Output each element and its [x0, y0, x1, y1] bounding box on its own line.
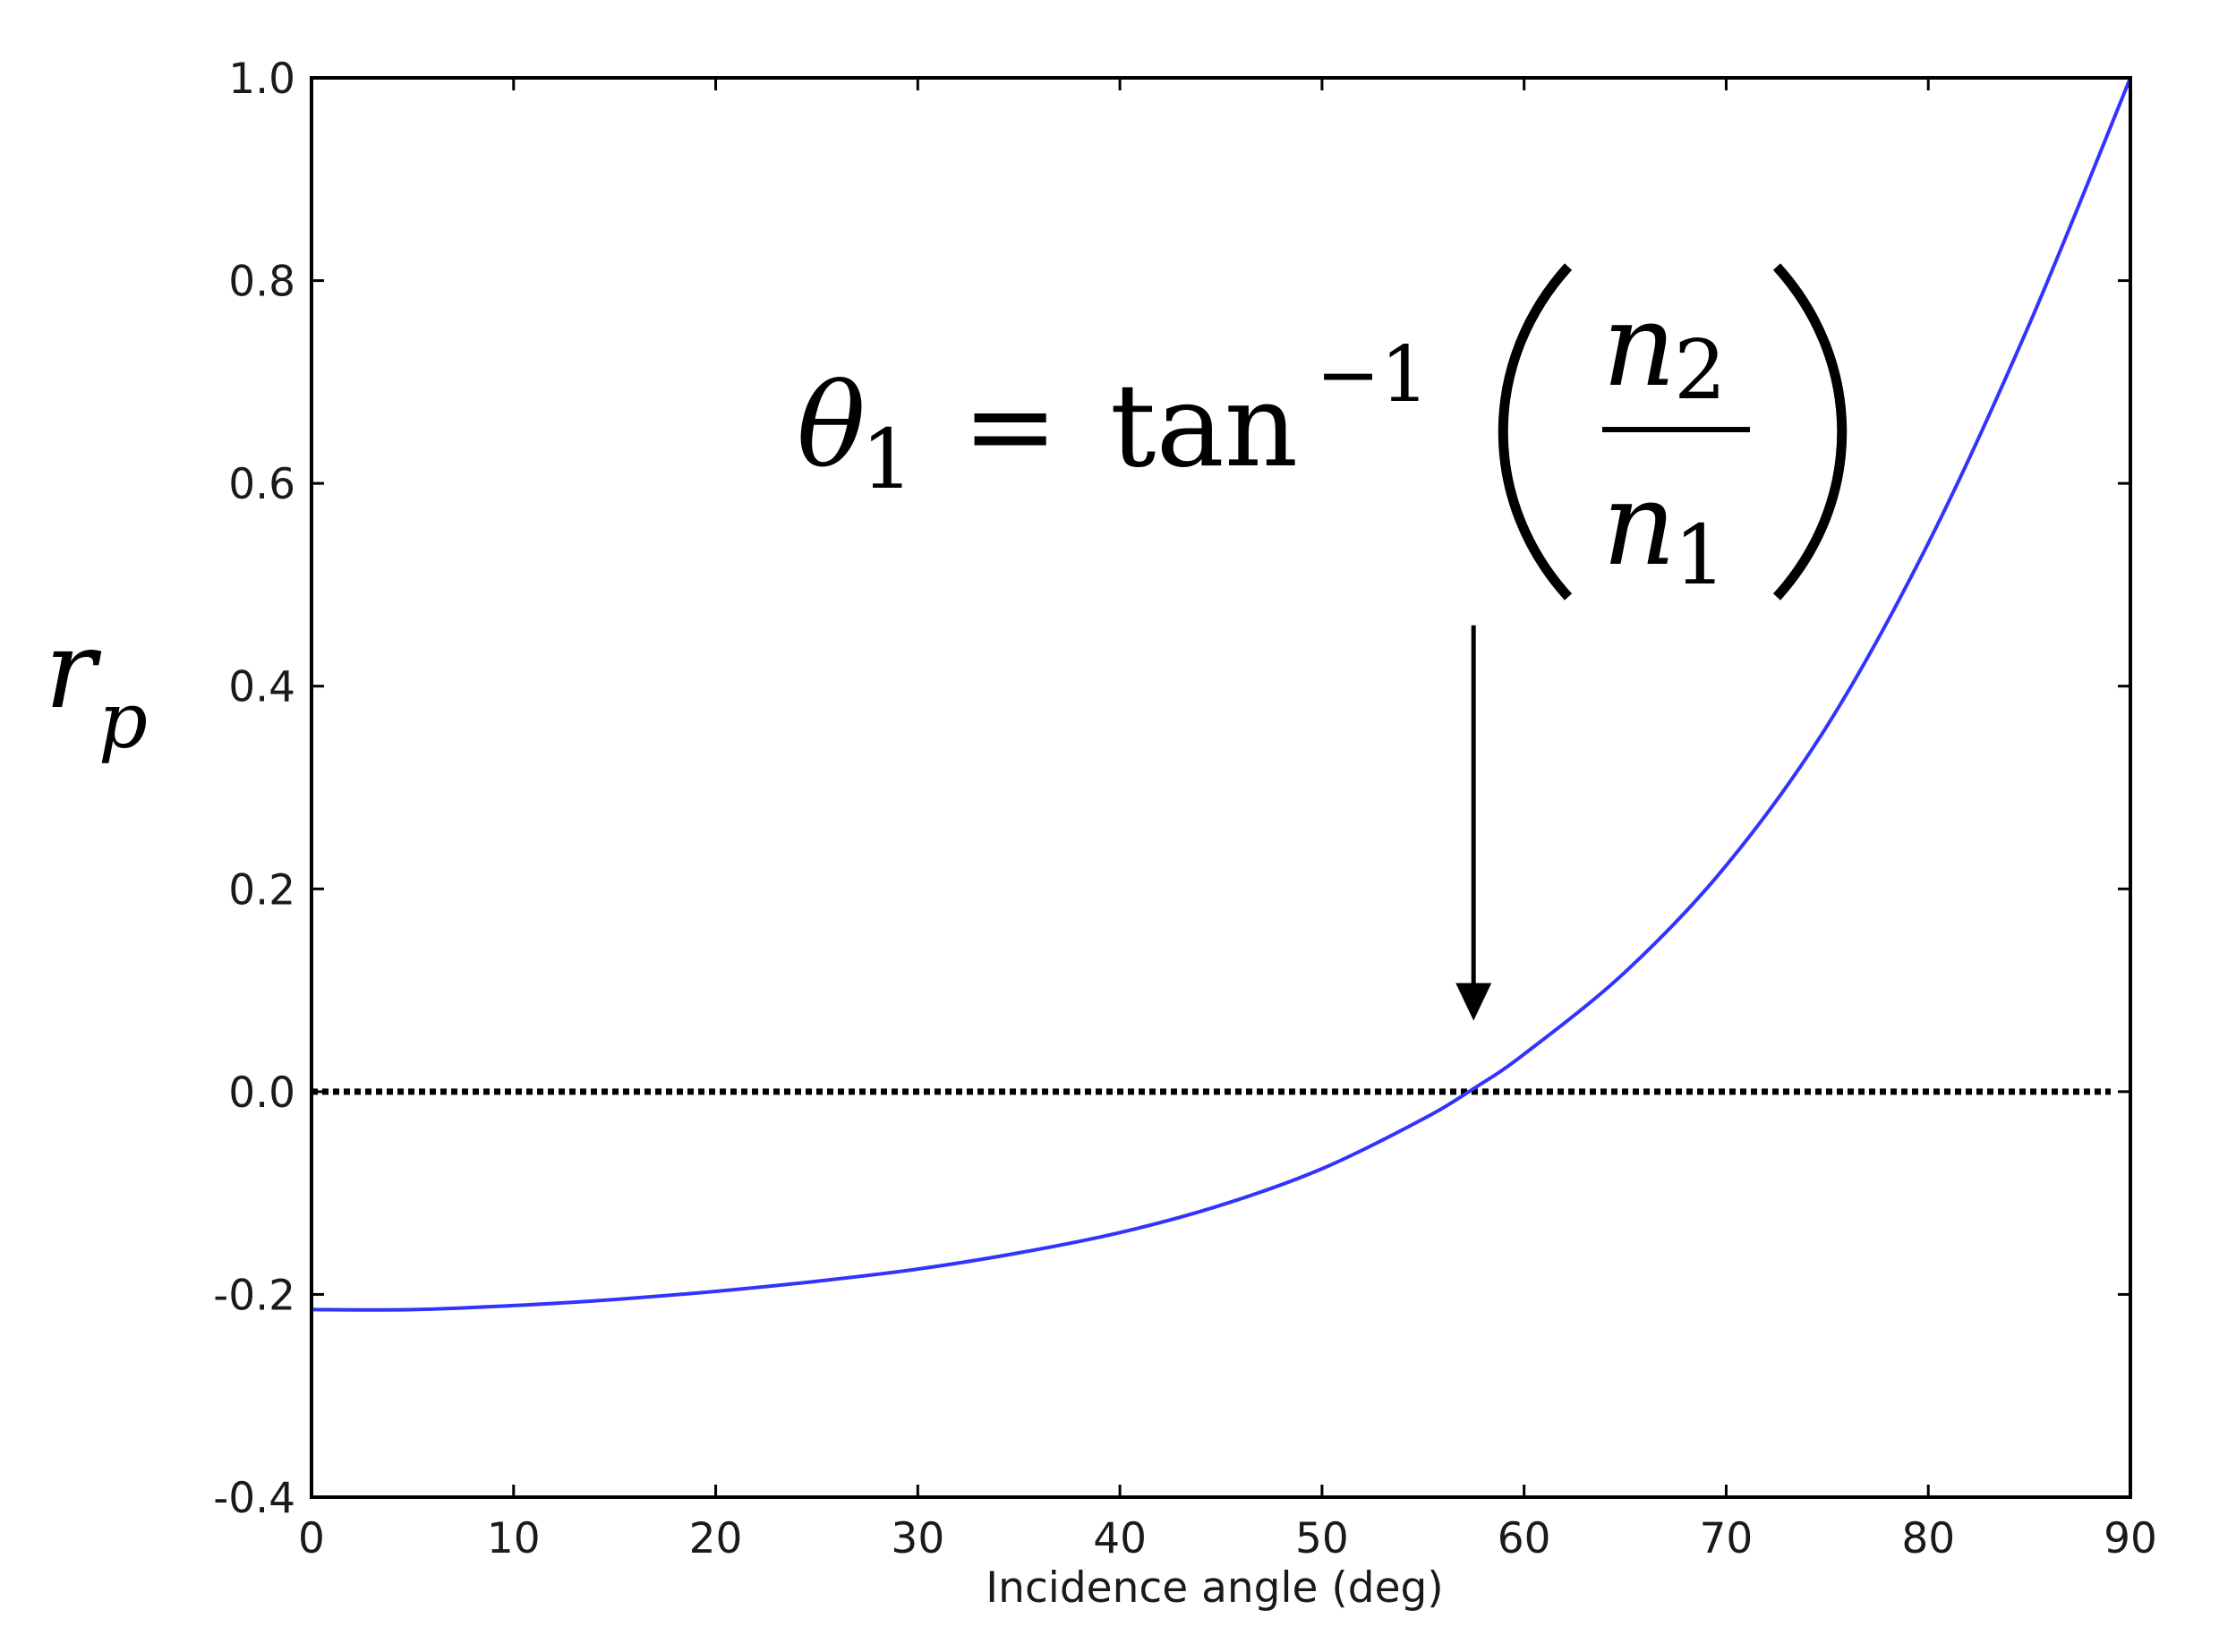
x-tick-label: 70 — [1700, 1514, 1754, 1563]
x-tick-label: 40 — [1093, 1514, 1147, 1563]
arrow-head — [1455, 983, 1492, 1021]
equation-numerator-subscript: 2 — [1674, 322, 1727, 418]
equation-lhs: θ — [797, 360, 866, 493]
equation-superscript: −1 — [1316, 330, 1430, 420]
ticks-layer: 0 10 20 30 40 50 60 70 80 90 -0.4 -0.2 0.0 0.2 0.4 0.6 0… — [213, 55, 2157, 1563]
y-axis-label-symbol: r — [45, 609, 102, 733]
y-tick-label: 0.2 — [228, 865, 295, 915]
plot-frame — [310, 76, 2132, 1499]
x-tick-label: 30 — [891, 1514, 944, 1563]
y-tick-label: 0.4 — [228, 663, 295, 712]
x-tick-label: 10 — [487, 1514, 541, 1563]
equation-equals: = — [962, 360, 1058, 493]
left-paren — [1498, 263, 1573, 600]
x-tick-label: 50 — [1295, 1514, 1349, 1563]
x-tick-label: 0 — [298, 1514, 325, 1563]
y-tick-label: 1.0 — [228, 55, 295, 104]
x-tick-label: 20 — [689, 1514, 743, 1563]
equation-denominator-subscript: 1 — [1674, 507, 1727, 603]
x-tick-label: 60 — [1498, 1514, 1551, 1563]
y-tick-label: 0.8 — [228, 258, 295, 307]
y-tick-label: 0.6 — [228, 460, 295, 509]
y-tick-label: 0.0 — [228, 1069, 295, 1118]
x-axis-label: Incidence angle (deg) — [986, 1563, 1443, 1613]
x-tick-label: 90 — [2104, 1514, 2157, 1563]
right-paren — [1772, 263, 1848, 600]
equation-lhs-subscript: 1 — [861, 412, 914, 507]
equation-numerator: n — [1602, 279, 1676, 413]
y-tick-label: -0.4 — [213, 1474, 295, 1523]
y-tick-label: -0.2 — [213, 1271, 295, 1320]
y-axis-label-subscript: p — [98, 677, 148, 766]
series-line — [311, 77, 2132, 1312]
equation-denominator: n — [1602, 458, 1676, 592]
arrow-annotation — [1455, 625, 1492, 1021]
equation-func: tan — [1110, 360, 1298, 493]
series-layer — [311, 77, 2132, 1312]
x-tick-label: 80 — [1901, 1514, 1955, 1563]
equation-annotation: θ 1 = tan −1 n 2 n 1 — [797, 263, 1848, 603]
y-axis-label: r p — [45, 609, 148, 766]
